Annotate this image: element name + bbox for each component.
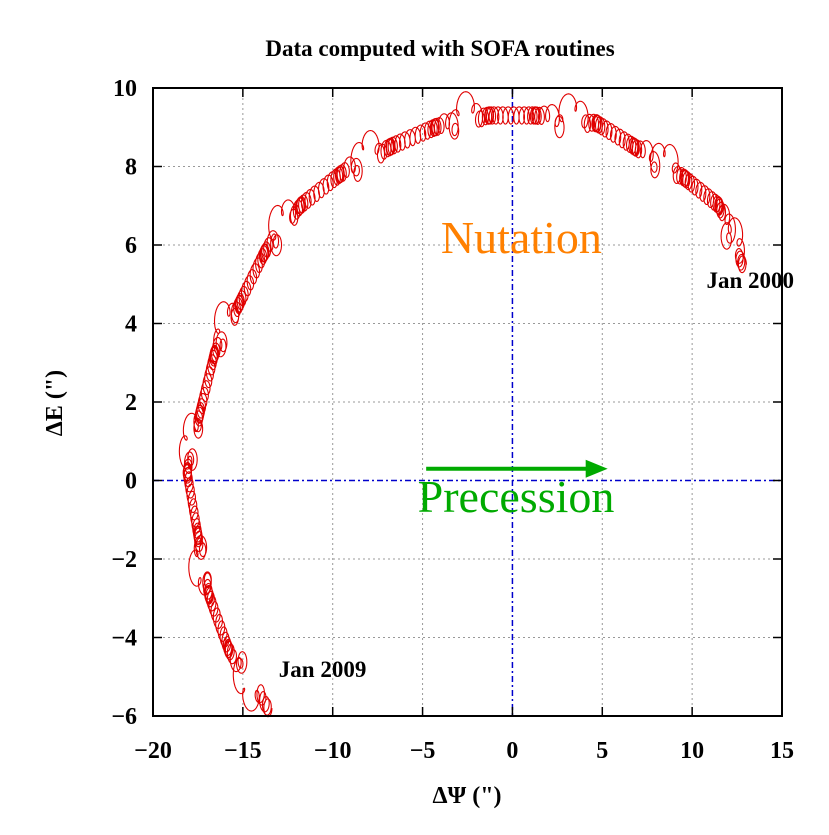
- x-tick-label: −15: [224, 738, 262, 764]
- y-tick-label: −2: [111, 547, 137, 573]
- nutation-precession-curve: [178, 91, 747, 718]
- y-tick-label: 2: [125, 390, 137, 416]
- y-tick-label: 0: [125, 469, 137, 495]
- arrow-head: [585, 459, 608, 478]
- reference-lines: [153, 88, 782, 716]
- y-tick-label: −6: [111, 704, 137, 730]
- x-tick-label: 10: [680, 738, 704, 764]
- annotation-precession: Precession: [418, 471, 615, 522]
- x-axis-label: ΔΨ ("): [432, 783, 501, 809]
- annotations: Jan 2000 Jan 2009 Nutation Precession: [279, 212, 794, 682]
- y-tick-label: 10: [113, 76, 137, 102]
- chart-title: Data computed with SOFA routines: [265, 36, 614, 61]
- y-tick-label: 8: [125, 155, 137, 181]
- precession-arrow: [426, 459, 608, 478]
- x-tick-label: −5: [410, 738, 436, 764]
- y-tick-label: 4: [125, 312, 137, 338]
- data-series: [178, 91, 747, 718]
- y-axis-label: ΔE ("): [42, 370, 68, 436]
- annotation-nutation: Nutation: [441, 212, 602, 263]
- x-tick-label: −20: [134, 738, 172, 764]
- annotation-jan-2009: Jan 2009: [279, 657, 367, 682]
- y-axis-ticks: −6 −4 −2 0 2 4 6 8 10: [111, 76, 782, 730]
- x-axis-ticks: −20 −15 −10 −5 0 5 10 15: [134, 88, 794, 764]
- x-tick-label: −10: [314, 738, 352, 764]
- annotation-jan-2000: Jan 2000: [707, 268, 795, 293]
- x-tick-label: 15: [770, 738, 794, 764]
- y-tick-label: −4: [111, 626, 137, 652]
- x-tick-label: 5: [596, 738, 608, 764]
- y-tick-label: 6: [125, 233, 137, 259]
- x-tick-label: 0: [506, 738, 518, 764]
